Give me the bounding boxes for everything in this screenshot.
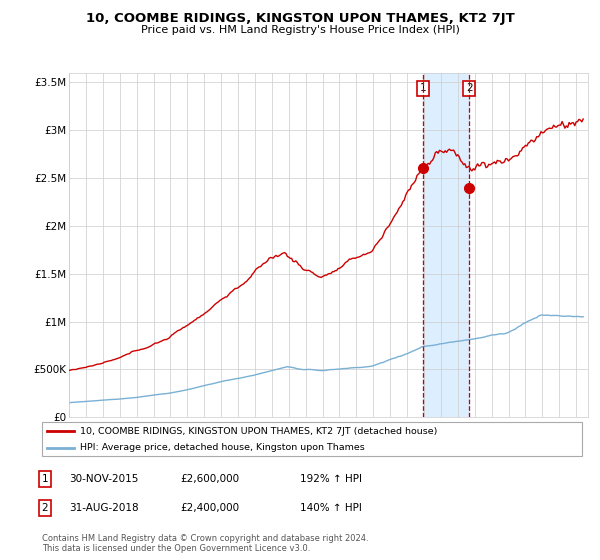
Text: £2,400,000: £2,400,000 — [180, 503, 239, 513]
Text: 192% ↑ HPI: 192% ↑ HPI — [300, 474, 362, 484]
Text: £2,600,000: £2,600,000 — [180, 474, 239, 484]
Text: 2: 2 — [41, 503, 49, 513]
Text: HPI: Average price, detached house, Kingston upon Thames: HPI: Average price, detached house, King… — [80, 443, 365, 452]
Text: 10, COOMBE RIDINGS, KINGSTON UPON THAMES, KT2 7JT: 10, COOMBE RIDINGS, KINGSTON UPON THAMES… — [86, 12, 514, 25]
Text: 2: 2 — [466, 83, 472, 94]
Text: 30-NOV-2015: 30-NOV-2015 — [69, 474, 139, 484]
Text: 1: 1 — [41, 474, 49, 484]
Text: 140% ↑ HPI: 140% ↑ HPI — [300, 503, 362, 513]
Text: 31-AUG-2018: 31-AUG-2018 — [69, 503, 139, 513]
Text: Contains HM Land Registry data © Crown copyright and database right 2024.
This d: Contains HM Land Registry data © Crown c… — [42, 534, 368, 553]
Text: 1: 1 — [419, 83, 426, 94]
Bar — [422, 73, 469, 417]
Text: Price paid vs. HM Land Registry's House Price Index (HPI): Price paid vs. HM Land Registry's House … — [140, 25, 460, 35]
Text: 10, COOMBE RIDINGS, KINGSTON UPON THAMES, KT2 7JT (detached house): 10, COOMBE RIDINGS, KINGSTON UPON THAMES… — [80, 427, 437, 436]
